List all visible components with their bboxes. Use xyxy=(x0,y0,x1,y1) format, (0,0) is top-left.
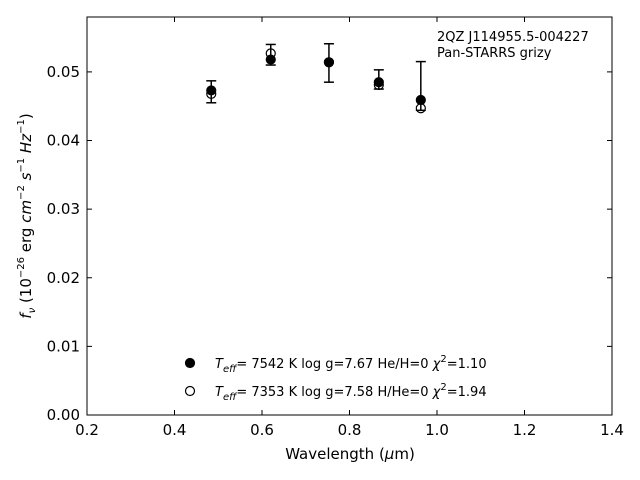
model-point-filled xyxy=(265,54,276,65)
x-tick-label: 0.6 xyxy=(250,421,274,439)
legend-comp-2: H/He=0 xyxy=(377,385,428,400)
legend-entry-1: Teff= 7542 K log g=7.67 He/H=0 χ2=1.10 xyxy=(215,354,487,375)
data-markers xyxy=(206,48,426,114)
model-point-filled xyxy=(415,94,426,106)
legend-teff-1: 7542 K xyxy=(251,357,297,372)
legend-chi-1: =1.10 xyxy=(447,357,487,372)
y-tick-label: 0.02 xyxy=(47,269,80,287)
legend-comp-1: He/H=0 xyxy=(377,357,428,372)
y-tick-label: 0.05 xyxy=(47,63,80,81)
x-tick-label: 1.0 xyxy=(425,421,449,439)
legend: Teff= 7542 K log g=7.67 He/H=0 χ2=1.10 T… xyxy=(184,354,487,403)
x-axis-label: Wavelength (μm) xyxy=(285,445,415,463)
y-tick-label: 0.03 xyxy=(47,200,80,218)
model-point-filled xyxy=(323,57,335,68)
legend-logg-2: log g=7.58 xyxy=(301,385,373,400)
model-point-filled xyxy=(373,77,384,88)
model-point-filled xyxy=(206,85,217,96)
annotation-object-name: 2QZ J114955.5-004227 xyxy=(437,30,589,45)
y-tick-label: 0.00 xyxy=(47,406,80,424)
annotation-survey: Pan-STARRS grizy xyxy=(437,46,552,61)
legend-marker-open xyxy=(184,385,196,397)
legend-marker-filled xyxy=(184,357,196,369)
x-tick-label: 1.4 xyxy=(600,421,624,439)
plot-frame xyxy=(86,16,613,416)
x-tick-label: 0.8 xyxy=(338,421,362,439)
legend-teff-2: 7353 K xyxy=(251,385,297,400)
y-axis-label: fν (10−26 erg cm−2 s−1 Hz−1) xyxy=(16,113,38,318)
y-tick-label: 0.04 xyxy=(47,132,80,150)
x-tick-label: 0.4 xyxy=(163,421,187,439)
x-tick-label: 1.2 xyxy=(513,421,537,439)
axis-ticks: 0.2 0.4 0.6 0.8 1.0 1.2 1.4 0.00 0.01 0.02 0.03 0.0… xyxy=(47,17,624,439)
y-tick-label: 0.01 xyxy=(47,337,80,355)
x-tick-label: 0.2 xyxy=(75,421,99,439)
legend-entry-2: Teff= 7353 K log g=7.58 H/He=0 χ2=1.94 xyxy=(215,382,487,403)
legend-chi-2: =1.94 xyxy=(447,385,487,400)
legend-logg-1: log g=7.67 xyxy=(301,357,373,372)
